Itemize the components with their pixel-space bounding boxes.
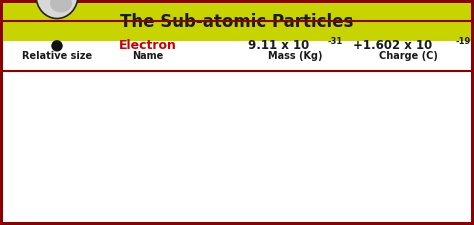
Text: Charge (C): Charge (C): [379, 51, 438, 61]
Bar: [3, 3, 471, 41]
Text: Name: Name: [132, 51, 164, 61]
Text: -19: -19: [455, 37, 471, 46]
Bar: [3, 41, 471, 222]
Text: 9.11 x 10: 9.11 x 10: [248, 39, 309, 52]
Ellipse shape: [50, 0, 72, 13]
Text: Neutron: Neutron: [119, 0, 176, 2]
Text: +1.602 x 10: +1.602 x 10: [353, 39, 432, 52]
Text: -31: -31: [327, 37, 342, 46]
Text: Electron: Electron: [119, 39, 177, 52]
Circle shape: [52, 41, 62, 51]
Text: The Sub-atomic Particles: The Sub-atomic Particles: [120, 13, 354, 31]
Ellipse shape: [36, 0, 78, 18]
Text: Relative size: Relative size: [22, 51, 92, 61]
Text: Mass (Kg): Mass (Kg): [268, 51, 322, 61]
Text: 0: 0: [403, 0, 413, 2]
Text: 1.67 x 10: 1.67 x 10: [248, 0, 309, 2]
